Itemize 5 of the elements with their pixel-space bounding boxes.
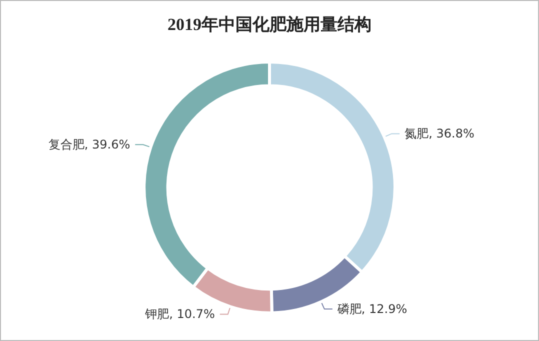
- chart-title: 2019年中国化肥施用量结构: [168, 15, 372, 34]
- slice-label: 磷肥, 12.9%: [336, 302, 408, 316]
- slice-label: 钾肥, 10.7%: [144, 307, 215, 322]
- slice-label: 氮肥, 36.8%: [404, 126, 474, 141]
- slice-label: 复合肥, 39.6%: [48, 138, 130, 152]
